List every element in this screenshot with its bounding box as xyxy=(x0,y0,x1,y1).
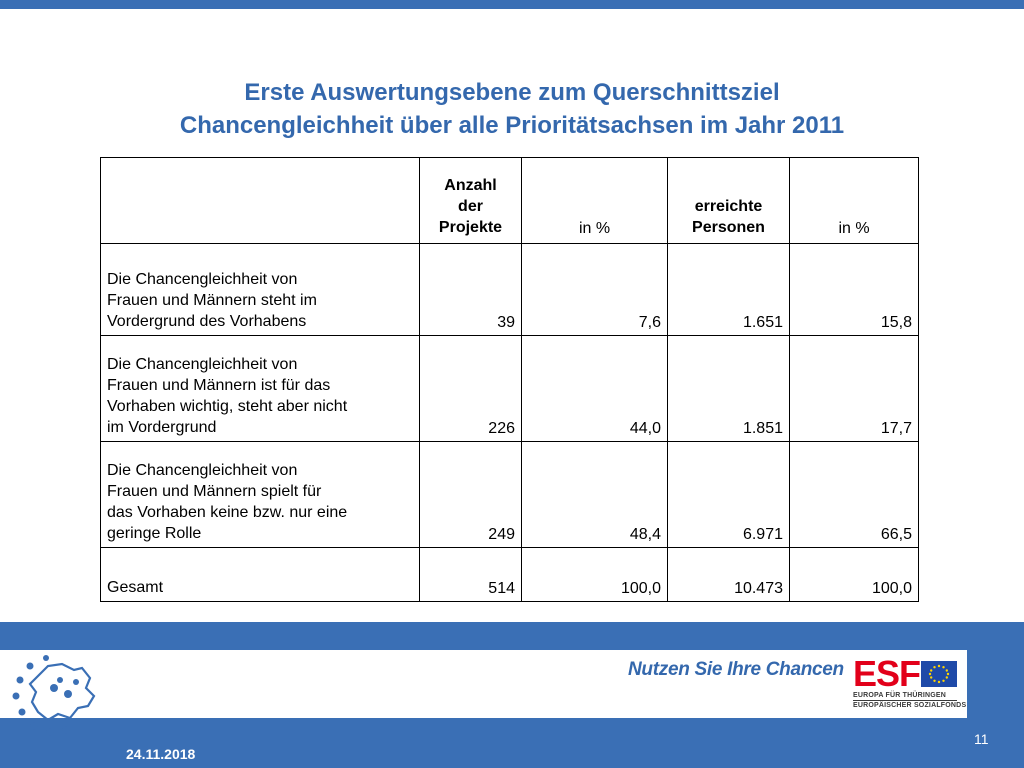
cell-projekte: 226 xyxy=(419,335,522,442)
cell-personen: 6.971 xyxy=(667,441,790,548)
header-erreichte-personen: erreichte Personen xyxy=(667,157,790,244)
cell-projekte-percent: 44,0 xyxy=(521,335,668,442)
cell-projekte: 249 xyxy=(419,441,522,548)
title-line-1: Erste Auswertungsebene zum Querschnittsz… xyxy=(244,79,780,106)
cell-personen-percent: 17,7 xyxy=(789,335,919,442)
cell-personen: 1.851 xyxy=(667,335,790,442)
row-label: Gesamt xyxy=(100,547,420,602)
header-empty xyxy=(100,157,420,244)
esf-wordmark: ESF xyxy=(853,653,921,694)
esf-subtitle-1: EUROPA FÜR THÜRINGEN xyxy=(853,692,947,699)
page-number: 11 xyxy=(974,731,989,747)
slide-date: 24.11.2018 xyxy=(126,746,196,762)
table-row: Die Chancengleichheit von Frauen und Män… xyxy=(100,335,919,442)
footer-right-strip xyxy=(967,650,1024,718)
cell-personen: 10.473 xyxy=(667,547,790,602)
cell-projekte-percent: 7,6 xyxy=(521,243,668,336)
esf-divider xyxy=(853,700,957,701)
slogan-text: Nutzen Sie Ihre Chancen xyxy=(628,659,844,680)
esf-subtitle-2: EUROPÄISCHER SOZIALFONDS xyxy=(853,702,967,709)
cell-projekte: 514 xyxy=(419,547,522,602)
cell-personen-percent: 66,5 xyxy=(789,441,919,548)
title-line-2: Chancengleichheit über alle Prioritätsac… xyxy=(179,112,845,139)
cell-projekte-percent: 48,4 xyxy=(521,441,668,548)
top-accent-bar xyxy=(0,0,1024,9)
cell-personen: 1.651 xyxy=(667,243,790,336)
table-row: Die Chancengleichheit von Frauen und Män… xyxy=(100,243,919,336)
cell-projekte: 39 xyxy=(419,243,522,336)
header-projekte-percent: in % xyxy=(521,157,668,244)
eu-flag-icon xyxy=(920,660,958,688)
row-label: Die Chancengleichheit von Frauen und Män… xyxy=(100,335,420,442)
table-row-total: Gesamt 514 100,0 10.473 100,0 xyxy=(100,547,919,602)
row-label: Die Chancengleichheit von Frauen und Män… xyxy=(100,441,420,548)
header-personen-percent: in % xyxy=(789,157,919,244)
row-label: Die Chancengleichheit von Frauen und Män… xyxy=(100,243,420,336)
table-row: Die Chancengleichheit von Frauen und Män… xyxy=(100,441,919,548)
esf-logo: ESF EUROPA FÜR THÜRINGEN EUROPÄISCHER SO… xyxy=(853,653,966,714)
slide-title: Erste Auswertungsebene zum Querschnittsz… xyxy=(0,76,1024,142)
cell-personen-percent: 100,0 xyxy=(789,547,919,602)
cell-projekte-percent: 100,0 xyxy=(521,547,668,602)
footer-band xyxy=(0,622,1024,650)
footer-bottom-bar xyxy=(0,718,1024,768)
cell-personen-percent: 15,8 xyxy=(789,243,919,336)
table-header-row: Anzahl der Projekte in % erreichte Perso… xyxy=(100,157,919,244)
thueringen-map-stars-icon xyxy=(12,655,96,736)
results-table: Anzahl der Projekte in % erreichte Perso… xyxy=(100,157,919,602)
header-anzahl-projekte: Anzahl der Projekte xyxy=(419,157,522,244)
footer-panel xyxy=(0,650,967,718)
